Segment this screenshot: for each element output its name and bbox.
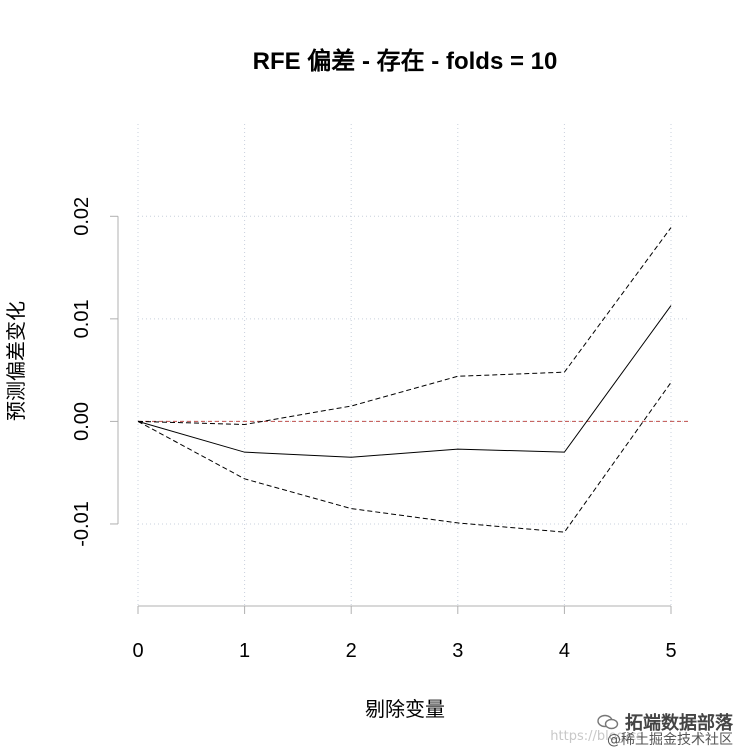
x-tick-label: 4 [559, 640, 570, 662]
x-tick-label: 1 [239, 640, 250, 662]
x-tick-label: 0 [132, 640, 143, 662]
series-line-dashed-1 [137, 227, 672, 425]
y-tick-label: -0.01 [71, 501, 93, 547]
axes: -0.01 0.00 0.01 0.02 0 1 2 3 4 5 [71, 197, 677, 662]
watermark-main: 拓端数据部落 [597, 709, 733, 735]
y-tick-label: 0.02 [71, 197, 93, 236]
x-tick-label: 5 [665, 640, 676, 662]
x-tick-label: 2 [346, 640, 357, 662]
watermark-main-text: 拓端数据部落 [625, 713, 733, 734]
watermark-sub: @稀土掘金技术社区 [607, 732, 733, 748]
x-tick-label: 3 [452, 640, 463, 662]
chart-title: RFE 偏差 - 存在 - folds = 10 [253, 47, 558, 75]
y-tick-label: 0.00 [71, 402, 93, 441]
series-group [137, 227, 672, 533]
watermark-url: https://blog.cs [550, 729, 643, 744]
series-line-solid [137, 305, 672, 458]
x-axis-label: 剔除变量 [365, 697, 445, 721]
wechat-icon [597, 714, 619, 730]
grid [137, 124, 690, 606]
series-line-dashed-2 [137, 382, 672, 533]
y-axis-label: 预测偏差变化 [4, 301, 28, 421]
y-tick-label: 0.01 [71, 299, 93, 338]
